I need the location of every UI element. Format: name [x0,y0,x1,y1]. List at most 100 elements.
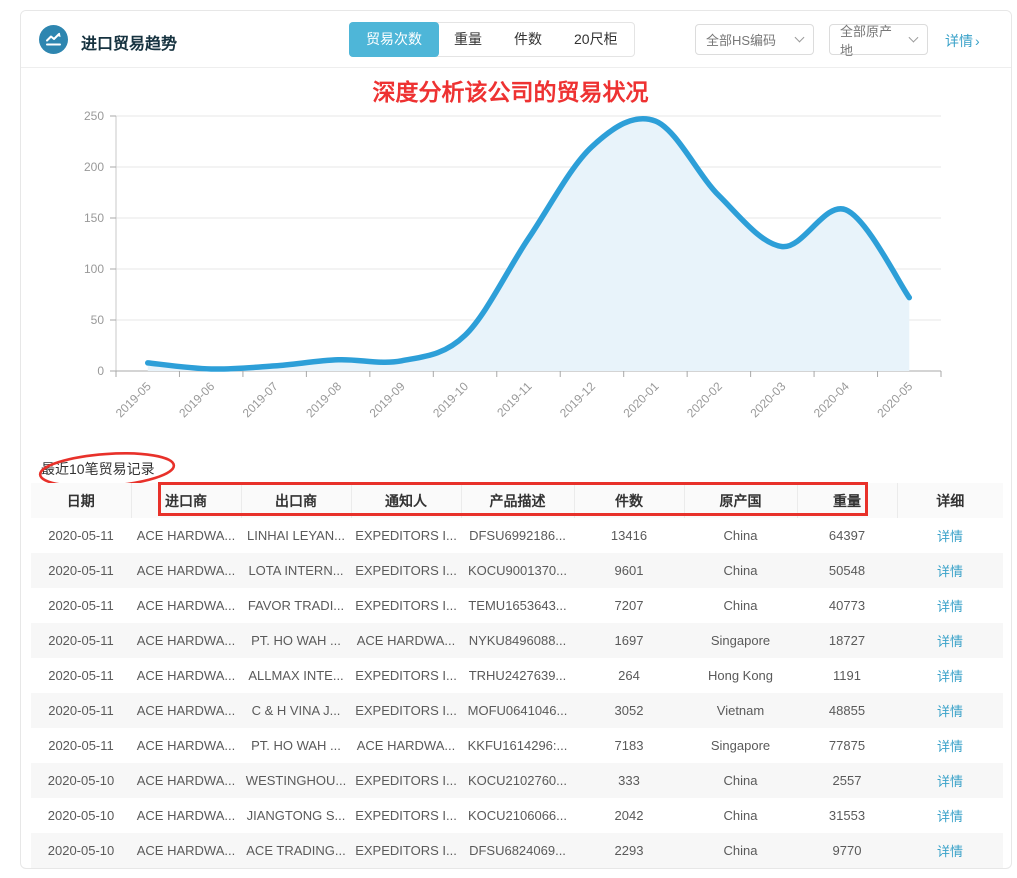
chevron-down-icon [908,32,919,43]
svg-text:0: 0 [97,364,104,378]
table-row: 2020-05-11 ACE HARDWA... ALLMAX INTE... EXP… [31,658,1003,693]
table-row: 2020-05-10 ACE HARDWA... JIANGTONG S... EXP… [31,798,1003,833]
cell-notify-party: EXPEDITORS I... [355,843,457,858]
cell-product-desc: KOCU2102760... [467,773,567,788]
cell-detail: 详情 [897,833,1003,868]
cell-origin-country: Hong Kong [707,668,774,683]
cell-product-desc: TEMU1653643... [468,598,567,613]
cell-exporter: LOTA INTERN... [248,563,344,578]
cell-origin-country: China [723,773,758,788]
row-detail-link[interactable]: 详情 [936,844,963,859]
hs-code-select[interactable]: 全部HS编码 [695,24,814,55]
col-origin-country: 原产国 [684,483,798,518]
cell-notify-party: EXPEDITORS I... [355,773,457,788]
cell-exporter: WESTINGHOU... [245,773,347,788]
tab-weight[interactable]: 重量 [454,31,482,47]
svg-text:50: 50 [91,313,105,327]
svg-text:150: 150 [84,211,104,225]
svg-text:2019-11: 2019-11 [494,379,535,420]
table-row: 2020-05-11 ACE HARDWA... LOTA INTERN... EXP… [31,553,1003,588]
cell-weight: 9770 [832,843,862,858]
table-row: 2020-05-11 ACE HARDWA... C & H VINA J... EX… [31,693,1003,728]
cell-detail: 详情 [897,623,1003,658]
cell-importer: ACE HARDWA... [136,843,236,858]
tab-20ft-container[interactable]: 20尺柜 [574,31,618,47]
cell-date: 2020-05-11 [48,563,114,578]
hs-code-select-value: 全部HS编码 [706,33,777,48]
row-detail-link[interactable]: 详情 [936,774,963,789]
cell-weight: 77875 [828,738,866,753]
cell-notify-party: EXPEDITORS I... [355,528,457,543]
cell-detail: 详情 [897,693,1003,728]
chevron-down-icon [794,32,805,43]
cell-date: 2020-05-11 [48,528,114,543]
col-detail: 详细 [897,483,1003,518]
cell-date: 2020-05-11 [48,668,114,683]
col-weight: 重量 [797,483,898,518]
records-table-header: 日期 进口商 出口商 通知人 产品描述 件数 原产国 重量 详细 [31,483,1003,518]
trade-trend-panel: 进口贸易趋势 贸易次数 重量 件数 20尺柜 全部HS编码 全部原产地 详情 › … [20,10,1012,869]
cell-exporter: PT. HO WAH ... [251,633,341,648]
svg-text:2020-03: 2020-03 [747,379,788,420]
cell-origin-country: China [723,843,758,858]
row-detail-link[interactable]: 详情 [936,529,963,544]
svg-text:2019-06: 2019-06 [176,379,217,420]
table-row: 2020-05-10 ACE HARDWA... ACE TRADING... EXP… [31,833,1003,868]
cell-exporter: PT. HO WAH ... [251,738,341,753]
col-notify-party: 通知人 [351,483,462,518]
row-detail-link[interactable]: 详情 [936,634,963,649]
cell-weight: 31553 [828,808,866,823]
trend-logo-icon [39,25,68,54]
cell-product-desc: MOFU0641046... [467,703,568,718]
tab-pieces[interactable]: 件数 [514,31,542,47]
cell-exporter: ACE TRADING... [246,843,346,858]
cell-pieces: 264 [618,668,640,683]
cell-detail: 详情 [897,728,1003,763]
cell-date: 2020-05-11 [48,633,114,648]
cell-importer: ACE HARDWA... [136,808,236,823]
cell-pieces: 333 [618,773,640,788]
cell-importer: ACE HARDWA... [136,633,236,648]
row-detail-link[interactable]: 详情 [936,809,963,824]
cell-origin-country: China [723,563,758,578]
cell-origin-country: Vietnam [716,703,765,718]
svg-text:2019-12: 2019-12 [557,379,598,420]
cell-exporter: C & H VINA J... [251,703,341,718]
cell-date: 2020-05-11 [48,598,114,613]
svg-text:2019-10: 2019-10 [430,379,471,420]
cell-product-desc: KOCU9001370... [467,563,567,578]
chevron-right-icon: › [975,33,980,49]
col-importer: 进口商 [131,483,242,518]
cell-importer: ACE HARDWA... [136,773,236,788]
cell-notify-party: EXPEDITORS I... [355,563,457,578]
trend-chart: 0 50 100 150 200 250 2019-05 2019-06 2019-07 2019… [84,109,942,420]
tab-trade-count[interactable]: 贸易次数 [349,22,439,57]
col-pieces: 件数 [574,483,685,518]
svg-text:2020-05: 2020-05 [874,379,915,420]
cell-exporter: JIANGTONG S... [246,808,346,823]
col-product-desc: 产品描述 [461,483,575,518]
svg-text:2019-08: 2019-08 [303,379,344,420]
row-detail-link[interactable]: 详情 [936,704,963,719]
row-detail-link[interactable]: 详情 [936,669,963,684]
cell-origin-country: China [723,598,758,613]
row-detail-link[interactable]: 详情 [936,564,963,579]
cell-notify-party: ACE HARDWA... [356,738,456,753]
cell-notify-party: EXPEDITORS I... [355,598,457,613]
svg-text:2019-09: 2019-09 [367,379,408,420]
cell-pieces: 2042 [614,808,644,823]
cell-product-desc: TRHU2427639... [468,668,567,683]
row-detail-link[interactable]: 详情 [936,599,963,614]
svg-text:2020-01: 2020-01 [620,379,661,420]
cell-origin-country: China [723,808,758,823]
details-link[interactable]: 详情 › [945,33,980,49]
cell-importer: ACE HARDWA... [136,528,236,543]
cell-detail: 详情 [897,518,1003,553]
svg-text:2020-04: 2020-04 [811,379,852,420]
col-date: 日期 [31,483,132,518]
svg-text:2019-05: 2019-05 [113,379,154,420]
cell-product-desc: DFSU6992186... [469,528,566,543]
cell-exporter: ALLMAX INTE... [248,668,344,683]
row-detail-link[interactable]: 详情 [936,739,963,754]
origin-select[interactable]: 全部原产地 [829,24,928,58]
